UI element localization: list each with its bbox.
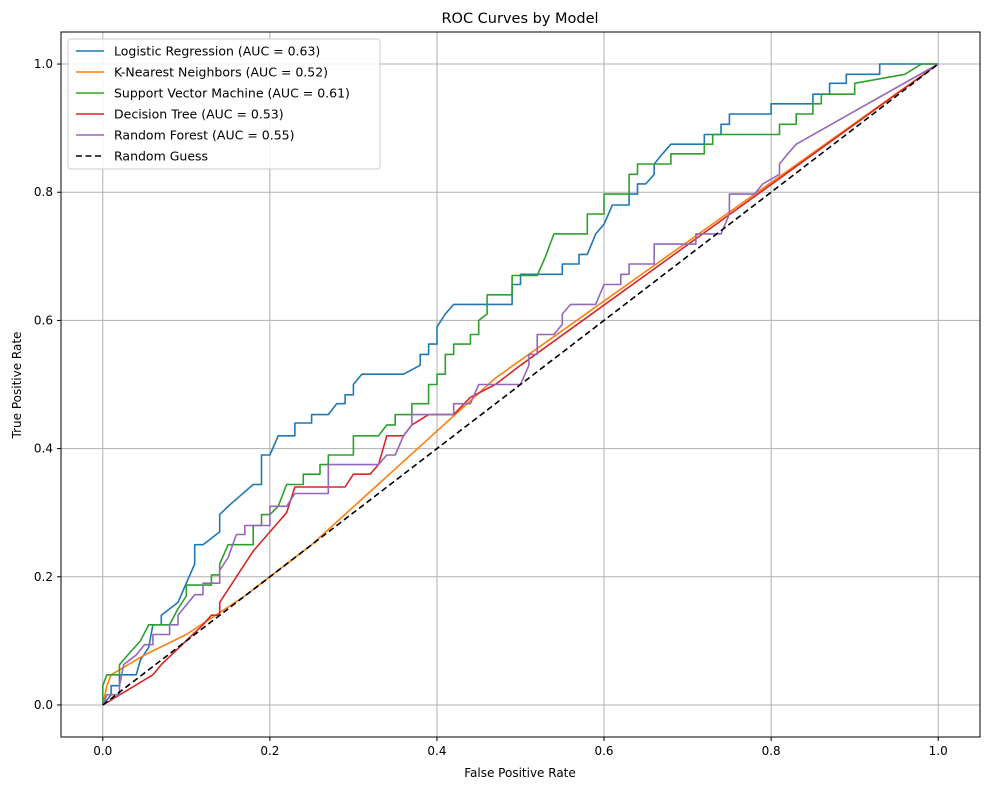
x-tick-label: 0.6 bbox=[594, 744, 613, 758]
y-tick-label: 0.2 bbox=[34, 570, 53, 584]
y-tick-label: 1.0 bbox=[34, 57, 53, 71]
series-line-random-guess bbox=[102, 63, 939, 706]
tick-labels: 0.0 0.2 0.4 0.6 0.8 1.0 0.0 0.2 0.4 0.6 0.8 1.0 bbox=[34, 57, 948, 758]
legend: Logistic Regression (AUC = 0.63) K-Neares… bbox=[67, 38, 381, 170]
legend-label-k-nearest-neighbors: K-Nearest Neighbors (AUC = 0.52) bbox=[114, 65, 328, 80]
y-tick-label: 0.8 bbox=[34, 185, 53, 199]
legend-label-random-forest: Random Forest (AUC = 0.55) bbox=[114, 128, 295, 143]
x-tick-label: 0.0 bbox=[93, 744, 112, 758]
legend-label-random-guess: Random Guess bbox=[114, 149, 208, 164]
x-tick-label: 0.4 bbox=[427, 744, 446, 758]
y-axis-label: True Positive Rate bbox=[10, 332, 24, 440]
series-lines bbox=[102, 63, 939, 706]
x-axis-label: False Positive Rate bbox=[464, 766, 576, 780]
series-line-support-vector-machine bbox=[102, 63, 939, 705]
plot-frame bbox=[60, 31, 981, 738]
x-tick-label: 0.8 bbox=[762, 744, 781, 758]
chart-title: ROC Curves by Model bbox=[441, 11, 598, 27]
legend-label-logistic-regression: Logistic Regression (AUC = 0.63) bbox=[114, 44, 320, 59]
series-line-k-nearest-neighbors bbox=[102, 63, 939, 706]
series-line-logistic-regression bbox=[102, 63, 939, 706]
legend-label-decision-tree: Decision Tree (AUC = 0.53) bbox=[114, 107, 284, 122]
y-tick-label: 0.6 bbox=[34, 313, 53, 327]
x-tick-label: 0.2 bbox=[260, 744, 279, 758]
x-tick-label: 1.0 bbox=[929, 744, 948, 758]
y-tick-label: 0.0 bbox=[34, 698, 53, 712]
legend-box bbox=[67, 38, 381, 170]
legend-label-support-vector-machine: Support Vector Machine (AUC = 0.61) bbox=[114, 86, 350, 101]
y-tick-label: 0.4 bbox=[34, 442, 53, 456]
series-line-random-forest bbox=[102, 63, 939, 706]
